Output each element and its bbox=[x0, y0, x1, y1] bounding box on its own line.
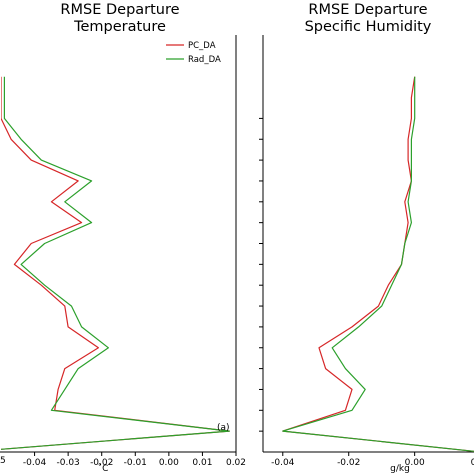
humidity-x-ticks: -0.04 -0.02 0.00 0.02 bbox=[271, 452, 474, 468]
temperature-x-ticks: -0.04 -0.03 -0.02 -0.01 0.00 0.01 0.02 bbox=[23, 452, 246, 468]
humidity-x-tick-label: 0.00 bbox=[405, 458, 425, 468]
temperature-x-tick-label: -0.04 bbox=[23, 458, 47, 468]
humidity-series-line-pc-da bbox=[282, 76, 474, 452]
humidity-y-ticks bbox=[259, 117, 263, 432]
temperature-x-unit: ˚C bbox=[98, 463, 109, 474]
temperature-x-tick-label: 0.01 bbox=[192, 458, 212, 468]
temperature-left-edge-tick-label: 5 bbox=[0, 456, 6, 466]
temperature-x-tick-label: -0.01 bbox=[124, 458, 147, 468]
humidity-series bbox=[282, 76, 474, 452]
temperature-title-line2: Temperature bbox=[73, 19, 166, 35]
temperature-x-tick-label: 0.02 bbox=[226, 458, 246, 468]
temperature-legend: PC_DA Rad_DA bbox=[166, 41, 221, 65]
temperature-x-tick-label: -0.03 bbox=[56, 458, 79, 468]
humidity-title-line1: RMSE Departure bbox=[308, 2, 427, 18]
humidity-series-line-rad-da bbox=[282, 76, 474, 452]
specific-humidity-panel: RMSE Departure Specific Humidity -0.04 -0… bbox=[259, 2, 474, 474]
humidity-x-tick-label: -0.02 bbox=[337, 458, 360, 468]
temperature-title-line1: RMSE Departure bbox=[60, 2, 179, 18]
humidity-x-tick-label: -0.04 bbox=[271, 458, 295, 468]
humidity-x-unit: g/kg bbox=[390, 464, 410, 474]
legend-label-rad-da: Rad_DA bbox=[188, 55, 221, 65]
temperature-panel-annotation: (a) bbox=[217, 423, 230, 433]
temperature-series-line-pc-da bbox=[1, 76, 230, 450]
legend-label-pc-da: PC_DA bbox=[188, 41, 216, 51]
humidity-x-tick-label: 0.02 bbox=[471, 458, 474, 468]
temperature-x-tick-label: -0.02 bbox=[90, 458, 113, 468]
temperature-x-tick-label: 0.00 bbox=[159, 458, 179, 468]
temperature-series-line-rad-da bbox=[1, 76, 230, 450]
humidity-title-line2: Specific Humidity bbox=[305, 19, 432, 35]
temperature-panel: RMSE Departure Temperature -0.04 -0.03 -0.… bbox=[0, 2, 246, 474]
temperature-series bbox=[1, 76, 230, 450]
